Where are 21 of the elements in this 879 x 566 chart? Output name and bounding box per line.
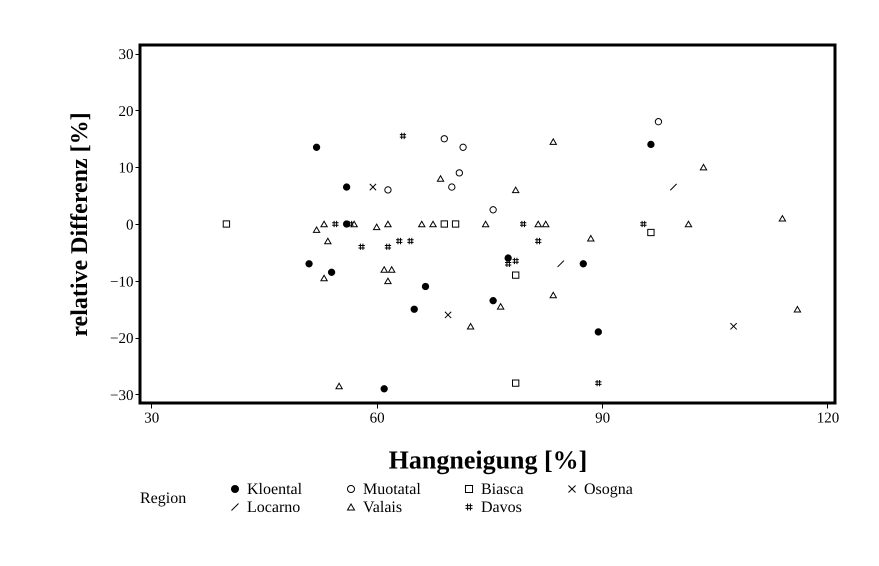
legend-label: Osogna xyxy=(584,481,633,498)
legend-label: Davos xyxy=(481,499,522,516)
legend-label: Kloental xyxy=(247,481,303,498)
legend-label: Muotatal xyxy=(363,481,422,498)
legend-label: Valais xyxy=(363,499,402,516)
x-tick-label: 120 xyxy=(816,410,840,426)
y-tick-label: −30 xyxy=(110,388,134,404)
x-tick-label: 90 xyxy=(595,410,610,426)
legend-title: Region xyxy=(140,490,186,507)
y-tick-label: 10 xyxy=(118,160,134,177)
legend-label: Locarno xyxy=(247,499,300,516)
y-tick-label: 30 xyxy=(118,47,134,64)
y-tick-label: −10 xyxy=(110,274,134,290)
x-tick-label: 30 xyxy=(144,410,160,426)
legend-label: Biasca xyxy=(481,481,524,498)
y-axis-title: relative Differenz [%] xyxy=(67,112,94,337)
y-tick-label: 20 xyxy=(118,104,134,120)
y-tick-label: −20 xyxy=(110,331,134,348)
x-tick-label: 60 xyxy=(370,410,385,426)
y-tick-label: 0 xyxy=(126,218,134,234)
x-axis-title: Hangneigung [%] xyxy=(388,446,588,474)
